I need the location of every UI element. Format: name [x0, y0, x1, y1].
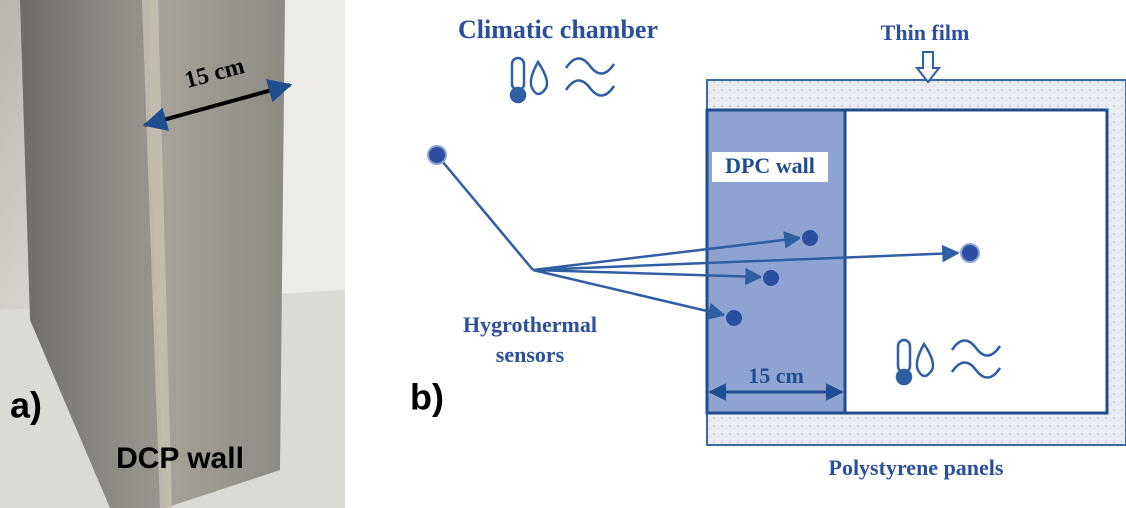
dimension-label: 15 cm [748, 363, 804, 388]
wall-label: DPC wall [725, 153, 815, 178]
climate-icon [509, 56, 616, 104]
panel-label: b) [410, 377, 444, 418]
sensors-label: Hygrothermal [463, 312, 597, 337]
wall-label-bg [712, 152, 828, 182]
sensors-label: sensors [496, 342, 565, 367]
panel-label: a) [10, 385, 42, 426]
caption: DCP wall [116, 442, 244, 475]
sensor-lines [436, 154, 960, 320]
climate-icon [895, 338, 1002, 386]
film-label: Thin film [881, 20, 970, 45]
film-arrow [914, 51, 942, 84]
dimension-arrow [142, 79, 293, 131]
photo [0, 0, 345, 508]
chamber-label: Climatic chamber [458, 15, 658, 44]
panels-label: Polystyrene panels [829, 455, 1004, 480]
sensors [427, 145, 980, 328]
